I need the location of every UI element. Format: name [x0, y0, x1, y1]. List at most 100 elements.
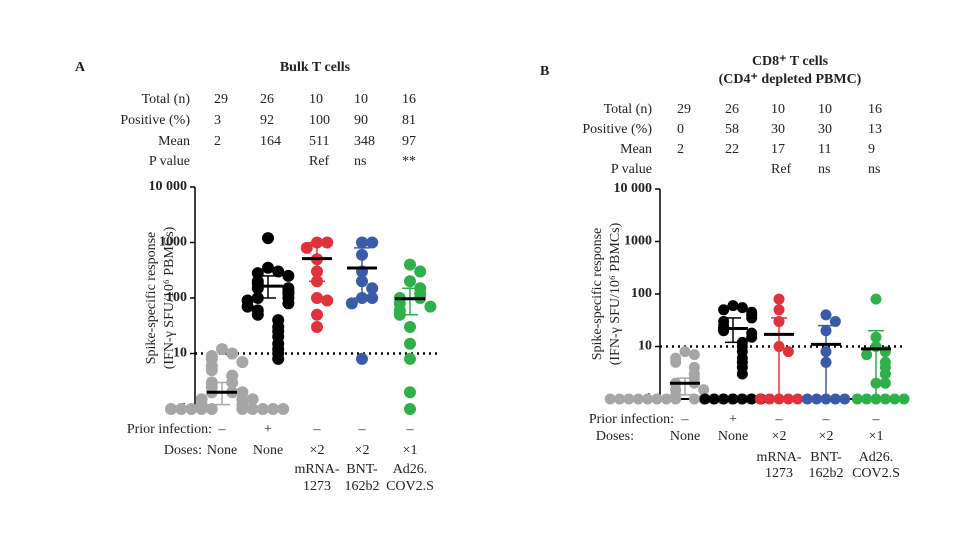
data-point — [782, 393, 794, 405]
data-point — [267, 403, 279, 415]
table-cell: 97 — [402, 134, 416, 149]
table-cell: 2 — [214, 134, 221, 149]
prior-value: + — [264, 422, 272, 437]
data-point — [839, 393, 851, 405]
chart-title: (CD4⁺ depleted PBMC) — [719, 72, 862, 87]
x-tick-label: ×2 — [310, 443, 325, 458]
y-tick-label: 100 — [166, 290, 187, 305]
data-point — [746, 393, 758, 405]
data-point — [718, 393, 730, 405]
data-point — [604, 393, 616, 405]
data-point — [898, 393, 910, 405]
table-cell: ** — [402, 154, 416, 169]
x-tick-label: None — [207, 443, 237, 458]
data-point — [679, 346, 691, 358]
prior-value: – — [775, 412, 784, 427]
table-cell: Ref — [309, 154, 330, 169]
data-point — [356, 236, 368, 249]
data-point — [727, 393, 739, 405]
table-cell: 81 — [402, 113, 416, 128]
data-point — [829, 315, 841, 327]
vaccine-label: Ad26. — [859, 450, 894, 465]
vaccine-label: mRNA- — [294, 462, 339, 477]
table-cell: 16 — [402, 92, 416, 107]
data-point — [764, 393, 776, 405]
prior-value: – — [822, 412, 831, 427]
data-point — [829, 393, 841, 405]
table-row-label: Positive (%) — [582, 122, 652, 137]
data-point — [792, 393, 804, 405]
table-row-label: Positive (%) — [120, 113, 190, 128]
vaccine-label: 162b2 — [345, 479, 380, 494]
data-point — [404, 352, 416, 365]
data-point — [820, 309, 832, 321]
table-row-label: P value — [149, 154, 190, 169]
data-point — [345, 297, 358, 310]
doses-label: Doses: — [164, 443, 202, 458]
x-tick-label: ×2 — [819, 429, 834, 444]
data-point — [632, 393, 644, 405]
data-point — [404, 275, 416, 288]
y-tick-label: 10 — [173, 346, 187, 361]
y-tick-label: 1000 — [624, 234, 652, 249]
table-cell: 3 — [214, 113, 221, 128]
y-tick-label: 10 000 — [149, 179, 188, 194]
prior-label: Prior infection: — [127, 422, 212, 437]
prior-value: – — [406, 422, 415, 437]
table-cell: 16 — [868, 102, 882, 117]
data-point — [414, 265, 427, 278]
data-point — [226, 347, 239, 360]
data-point — [282, 297, 295, 310]
data-point — [404, 403, 416, 415]
data-point — [356, 352, 368, 365]
data-point — [670, 393, 682, 405]
data-point — [889, 393, 901, 405]
data-point — [773, 293, 785, 305]
data-point — [879, 377, 891, 389]
table-cell: 10 — [771, 102, 785, 117]
x-tick-label: ×1 — [869, 429, 884, 444]
chart-title: CD8⁺ T cells — [752, 54, 829, 69]
prior-value: + — [729, 412, 737, 427]
data-point — [311, 292, 323, 304]
data-point — [736, 302, 748, 314]
data-point — [698, 384, 710, 396]
data-point — [870, 293, 882, 305]
table-cell: 58 — [725, 122, 739, 137]
prior-value: – — [358, 422, 367, 437]
data-point — [718, 325, 730, 337]
data-point — [404, 321, 416, 334]
data-point — [251, 292, 264, 304]
table-row-label: Mean — [158, 134, 190, 149]
data-point — [718, 304, 730, 316]
y-tick-label: 10 000 — [614, 181, 653, 196]
data-point — [277, 403, 290, 415]
table-cell: 26 — [725, 102, 739, 117]
x-tick-label: None — [253, 443, 283, 458]
data-point — [736, 393, 748, 405]
prior-value: – — [681, 412, 690, 427]
y-tick-label: 100 — [631, 286, 652, 301]
data-point — [424, 300, 437, 313]
table-cell: 92 — [260, 113, 274, 128]
x-tick-label: ×2 — [355, 443, 370, 458]
data-point — [282, 269, 295, 282]
table-row-label: Mean — [620, 142, 652, 157]
data-point — [366, 282, 379, 295]
data-point — [216, 343, 228, 356]
vaccine-label: 162b2 — [809, 466, 844, 481]
table-cell: 348 — [354, 134, 375, 149]
data-point — [262, 261, 274, 274]
data-point — [699, 393, 711, 405]
data-point — [404, 337, 416, 350]
data-point — [614, 393, 626, 405]
table-cell: 0 — [677, 122, 684, 137]
data-point — [851, 393, 863, 405]
x-tick-label: None — [670, 429, 700, 444]
data-point — [175, 403, 188, 415]
data-point — [262, 232, 274, 245]
y-tick-label: 1000 — [159, 235, 187, 250]
y-axis-label: (IFN-γ SFU/10⁶ PBMCs) — [162, 226, 177, 369]
data-point — [782, 346, 794, 358]
